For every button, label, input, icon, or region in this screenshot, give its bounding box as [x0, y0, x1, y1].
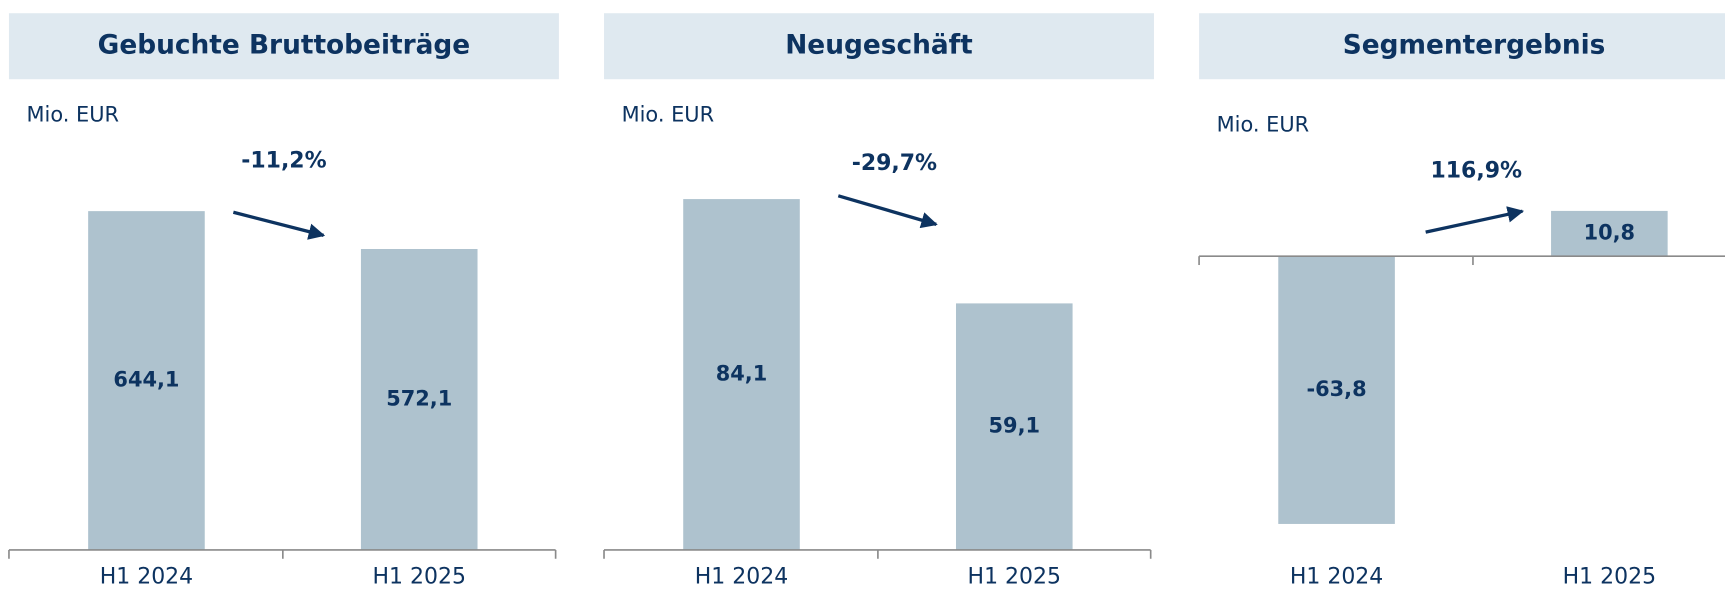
value-label: 59,1 [989, 414, 1041, 438]
arrow [1425, 206, 1525, 234]
unit-label: Mio. EUR [1217, 112, 1309, 136]
annotation: 116,9% [1430, 159, 1522, 184]
x-tick-label: H1 2024 [100, 564, 193, 589]
value-label: -63,8 [1306, 377, 1366, 401]
value-label: 572,1 [386, 386, 452, 410]
value-label: 84,1 [716, 362, 768, 386]
header-bg [604, 13, 1154, 80]
bar [955, 303, 1073, 550]
header-bg [8, 13, 559, 80]
annotation: -29,7% [852, 151, 937, 176]
arrow [837, 194, 938, 229]
x-tick-label: H1 2025 [372, 564, 465, 589]
x-tick-label: H1 2024 [1290, 564, 1383, 589]
arrow [232, 210, 326, 240]
bar [88, 211, 205, 550]
chart-title: Gebuchte Bruttobeiträge [98, 31, 471, 61]
unit-label: Mio. EUR [622, 102, 714, 126]
value-label: 10,8 [1584, 221, 1636, 245]
annotation: -11,2% [241, 149, 326, 174]
bar [360, 249, 478, 550]
bar [1551, 210, 1668, 257]
unit-label: Mio. EUR [27, 102, 119, 126]
x-tick-label: H1 2024 [695, 564, 788, 589]
x-tick-label: H1 2025 [968, 564, 1061, 589]
bar [1278, 256, 1395, 524]
x-tick-label: H1 2025 [1563, 564, 1656, 589]
chart-title: Neugeschäft [785, 31, 973, 61]
chart-title: Segmentergebnis [1343, 31, 1606, 61]
bar [683, 199, 800, 550]
header-bg [1199, 13, 1725, 80]
value-label: 644,1 [113, 368, 179, 392]
